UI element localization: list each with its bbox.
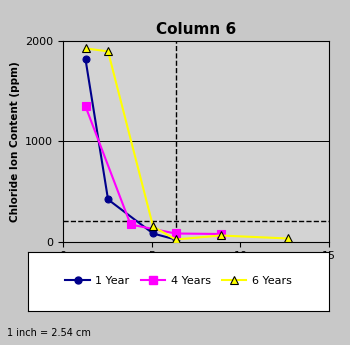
- 6 Years: [106, 49, 110, 53]
- 6 Years: [218, 234, 223, 238]
- 1 Year: [151, 231, 155, 236]
- Title: Column 6: Column 6: [156, 22, 236, 38]
- 6 Years: [174, 237, 178, 242]
- Line: 1 Year: 1 Year: [82, 56, 179, 243]
- Y-axis label: Chloride Ion Content (ppm): Chloride Ion Content (ppm): [9, 61, 20, 222]
- 1 Year: [174, 237, 178, 242]
- 6 Years: [151, 225, 155, 229]
- 4 Years: [174, 231, 178, 236]
- Legend: 1 Year, 4 Years, 6 Years: 1 Year, 4 Years, 6 Years: [61, 272, 296, 290]
- 4 Years: [218, 232, 223, 236]
- X-axis label: Depth (cm): Depth (cm): [161, 267, 231, 277]
- 4 Years: [128, 223, 133, 227]
- 6 Years: [286, 236, 290, 240]
- 1 Year: [83, 57, 88, 61]
- 6 Years: [83, 46, 88, 50]
- 4 Years: [83, 104, 88, 108]
- Text: 1 inch = 2.54 cm: 1 inch = 2.54 cm: [7, 328, 91, 338]
- Line: 4 Years: 4 Years: [81, 102, 225, 238]
- Line: 6 Years: 6 Years: [81, 44, 292, 244]
- 1 Year: [106, 197, 110, 201]
